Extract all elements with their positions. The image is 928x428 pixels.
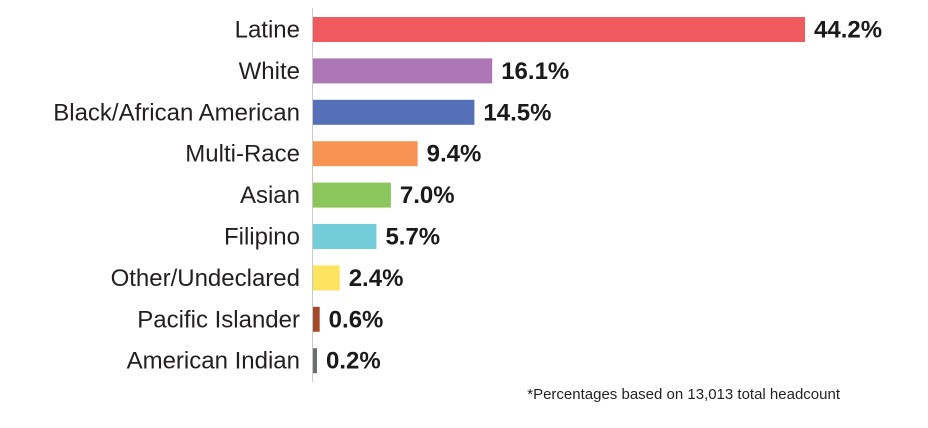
category-label: Pacific Islander: [137, 306, 300, 333]
bar: [313, 182, 391, 208]
footnote: *Percentages based on 13,013 total headc…: [527, 386, 840, 403]
bar: [313, 306, 320, 332]
category-label: Latine: [235, 17, 300, 44]
category-label: Multi-Race: [185, 141, 300, 168]
bar: [313, 99, 475, 125]
bars-group: Latine 44.2% White 16.1% Black/African Ameri…: [53, 17, 882, 375]
bar: [313, 224, 377, 249]
value-label: 16.1%: [501, 58, 569, 85]
bar: [313, 265, 340, 291]
category-label: White: [239, 58, 300, 85]
category-label: Other/Undeclared: [111, 265, 300, 292]
value-label: 7.0%: [400, 182, 455, 209]
value-label: 0.2%: [326, 348, 381, 375]
value-label: 2.4%: [349, 265, 404, 292]
value-label: 14.5%: [483, 99, 551, 126]
category-label: Filipino: [224, 224, 300, 251]
category-label: Black/African American: [53, 99, 300, 126]
bar: [313, 17, 805, 42]
value-label: 0.6%: [329, 306, 384, 333]
category-label: Asian: [240, 182, 300, 209]
bar: [313, 348, 317, 374]
bar: [313, 58, 493, 84]
value-label: 44.2%: [814, 17, 882, 44]
value-label: 5.7%: [385, 224, 440, 251]
category-label: American Indian: [127, 348, 300, 375]
bar: [313, 141, 418, 167]
value-label: 9.4%: [427, 141, 482, 168]
